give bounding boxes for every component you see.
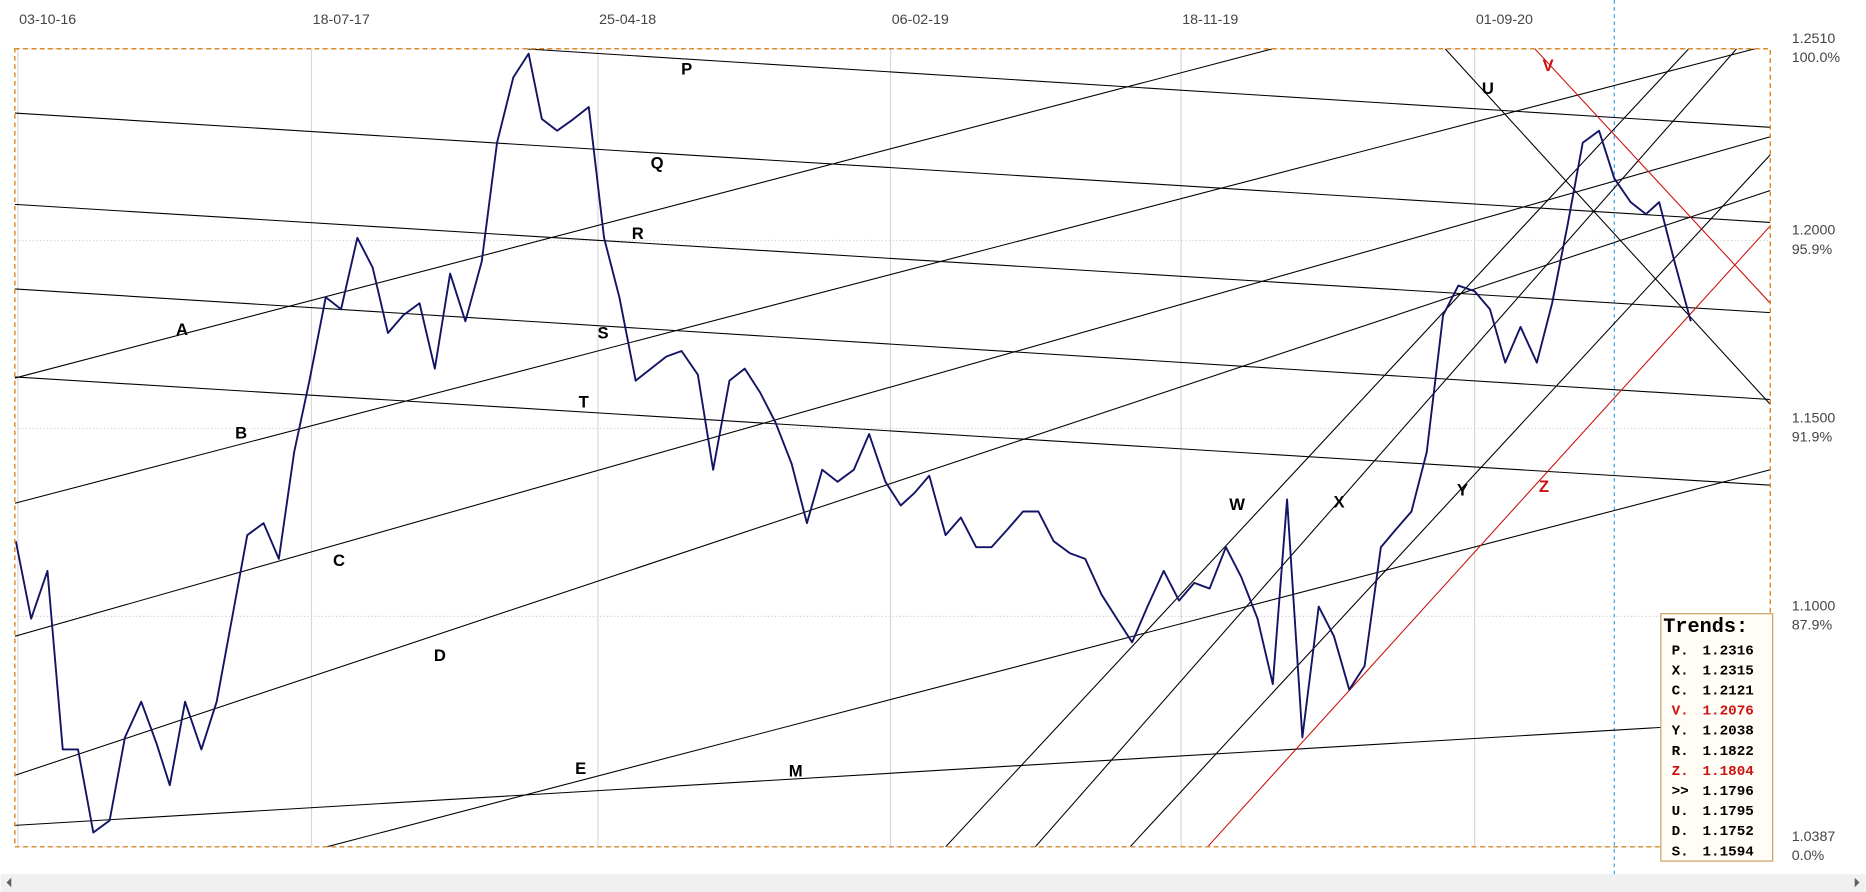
scroll-track[interactable] (0, 874, 1866, 892)
trend-row-value: 1.1804 (1702, 764, 1754, 780)
trend-label: C (333, 551, 345, 570)
trend-label: T (579, 393, 589, 412)
trend-label: Y (1457, 481, 1468, 500)
trend-row-name: >> (1672, 784, 1689, 800)
trend-label: U (1482, 79, 1494, 98)
trend-row-name: Z. (1672, 764, 1689, 780)
trend-line (1034, 48, 1738, 847)
trend-label: R (632, 224, 644, 243)
trend-row-name: Y. (1672, 724, 1689, 740)
trend-line (326, 469, 1771, 847)
trend-line (14, 112, 1771, 223)
x-tick-label: 06-02-19 (892, 12, 949, 28)
series (14, 52, 1692, 834)
trend-row-name: P. (1672, 643, 1689, 659)
trend-line (1534, 48, 1771, 304)
trend-row-value: 1.1752 (1702, 824, 1753, 840)
trend-label: A (176, 320, 188, 339)
trend-line (14, 288, 1771, 401)
trend-row-value: 1.2316 (1702, 643, 1753, 659)
trends-title: Trends: (1663, 616, 1748, 639)
price-line (14, 52, 1692, 834)
x-tick-label: 18-07-17 (313, 12, 370, 28)
trends-box: Trends: (1660, 613, 1774, 862)
scrollbar[interactable] (0, 874, 1866, 892)
trend-label: P (681, 60, 692, 79)
y-tick-percent: 87.9% (1792, 618, 1833, 634)
trend-label: Z (1539, 477, 1549, 496)
trend-row-value: 1.2038 (1702, 724, 1753, 740)
plot-frame (14, 48, 1772, 848)
trend-line (14, 720, 1771, 826)
labels: 03-10-16 18-07-17 25-04-18 06-02-19 18-11-19… (19, 12, 1840, 864)
trend-row-value: 1.2121 (1702, 684, 1753, 700)
trend-lines (14, 48, 1771, 847)
trend-label: M (789, 761, 803, 780)
y-tick-label: 1.0387 (1792, 829, 1836, 845)
y-tick-label: 1.2510 (1792, 31, 1836, 47)
trend-row-name: D. (1672, 824, 1689, 840)
y-tick-label: 1.1000 (1792, 599, 1836, 615)
trend-row-name: S. (1672, 844, 1689, 860)
trends-rows: P. 1.2316 X. 1.2315 C. 1.2121 V. 1.2076 Y. 1.2038… (1672, 643, 1755, 860)
trends-panel (1660, 613, 1774, 862)
trend-row-value: 1.2076 (1702, 704, 1753, 720)
trend-row-name: X. (1672, 663, 1689, 679)
trend-row-value: 1.1594 (1702, 844, 1754, 860)
scroll-right[interactable] (1854, 877, 1860, 888)
trend-line (1207, 225, 1771, 847)
scroll-left[interactable] (6, 877, 12, 888)
x-tick-label: 25-04-18 (599, 12, 656, 28)
trend-line (14, 136, 1771, 637)
y-tick-percent: 100.0% (1792, 50, 1841, 66)
trend-row-name: R. (1672, 744, 1689, 760)
trend-label: D (434, 646, 446, 665)
y-tick-label: 1.2000 (1792, 223, 1836, 239)
trend-line (14, 376, 1771, 486)
y-tick-percent: 91.9% (1792, 430, 1833, 446)
trend-label: X (1334, 493, 1345, 512)
trend-row-value: 1.1796 (1702, 784, 1753, 800)
trend-line (1129, 154, 1771, 847)
trend-label: V (1543, 56, 1554, 75)
trend-line (14, 189, 1771, 776)
y-tick-percent: 95.9% (1792, 242, 1833, 258)
trend-line (1444, 48, 1771, 405)
trend-label: W (1229, 495, 1245, 514)
trend-row-value: 1.2315 (1702, 663, 1753, 679)
trend-row-name: U. (1672, 804, 1689, 820)
trend-row-name: C. (1672, 684, 1689, 700)
trend-row-name: V. (1672, 704, 1689, 720)
x-tick-label: 03-10-16 (19, 12, 76, 28)
y-tick-label: 1.1500 (1792, 411, 1836, 427)
trend-line (14, 48, 1756, 504)
trend-label: E (575, 759, 586, 778)
trend-line (14, 48, 1273, 379)
trend-label: S (597, 323, 608, 342)
trend-line (523, 48, 1771, 128)
x-tick-label: 01-09-20 (1476, 12, 1533, 28)
x-tick-label: 18-11-19 (1182, 12, 1238, 28)
trend-label: B (235, 423, 247, 442)
trend-label: Q (651, 154, 664, 173)
trend-line (945, 48, 1690, 847)
trend-row-value: 1.1822 (1702, 744, 1753, 760)
y-tick-percent: 0.0% (1792, 848, 1825, 864)
trend-row-value: 1.1795 (1702, 804, 1753, 820)
